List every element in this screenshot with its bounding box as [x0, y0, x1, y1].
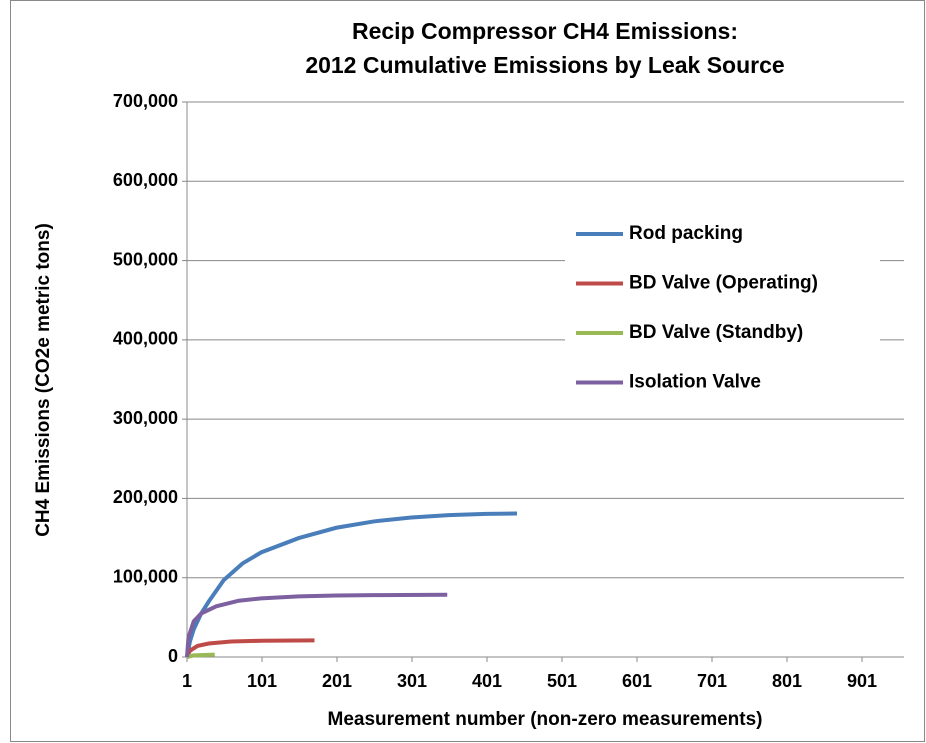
legend-box [565, 213, 880, 406]
data-line [185, 592, 448, 658]
y-axis-label: CH4 Emissions (CO2e metric tons) [33, 223, 54, 537]
data-line [186, 652, 215, 659]
y-tick-label: 500,000 [113, 249, 178, 269]
x-tick-label: 1 [182, 671, 192, 691]
legend-label: Isolation Valve [629, 372, 761, 393]
y-tick-label: 100,000 [113, 566, 178, 586]
x-tick-label: 601 [622, 671, 652, 691]
chart-title: Recip Compressor CH4 Emissions: [352, 18, 738, 44]
x-tick-label: 201 [322, 671, 352, 691]
legend-label: BD Valve (Operating) [629, 273, 818, 294]
x-tick-label: 101 [247, 671, 277, 691]
y-tick-label: 600,000 [113, 170, 178, 190]
x-tick-label: 301 [397, 671, 427, 691]
x-tick-label: 801 [772, 671, 802, 691]
data-line [185, 511, 518, 658]
y-tick-label: 200,000 [113, 487, 178, 507]
y-tick-label: 0 [168, 646, 178, 666]
data-line [185, 638, 315, 658]
y-tick-label: 300,000 [113, 408, 178, 428]
legend-label: Rod packing [629, 223, 743, 244]
legend-label: BD Valve (Standby) [629, 322, 803, 343]
x-tick-label: 701 [697, 671, 727, 691]
x-tick-label: 401 [472, 671, 502, 691]
x-tick-label: 901 [847, 671, 877, 691]
y-tick-label: 400,000 [113, 329, 178, 349]
x-tick-label: 501 [547, 671, 577, 691]
x-axis-label: Measurement number (non-zero measurement… [328, 709, 763, 730]
y-tick-label: 700,000 [113, 91, 178, 111]
chart-title: 2012 Cumulative Emissions by Leak Source [305, 52, 784, 78]
